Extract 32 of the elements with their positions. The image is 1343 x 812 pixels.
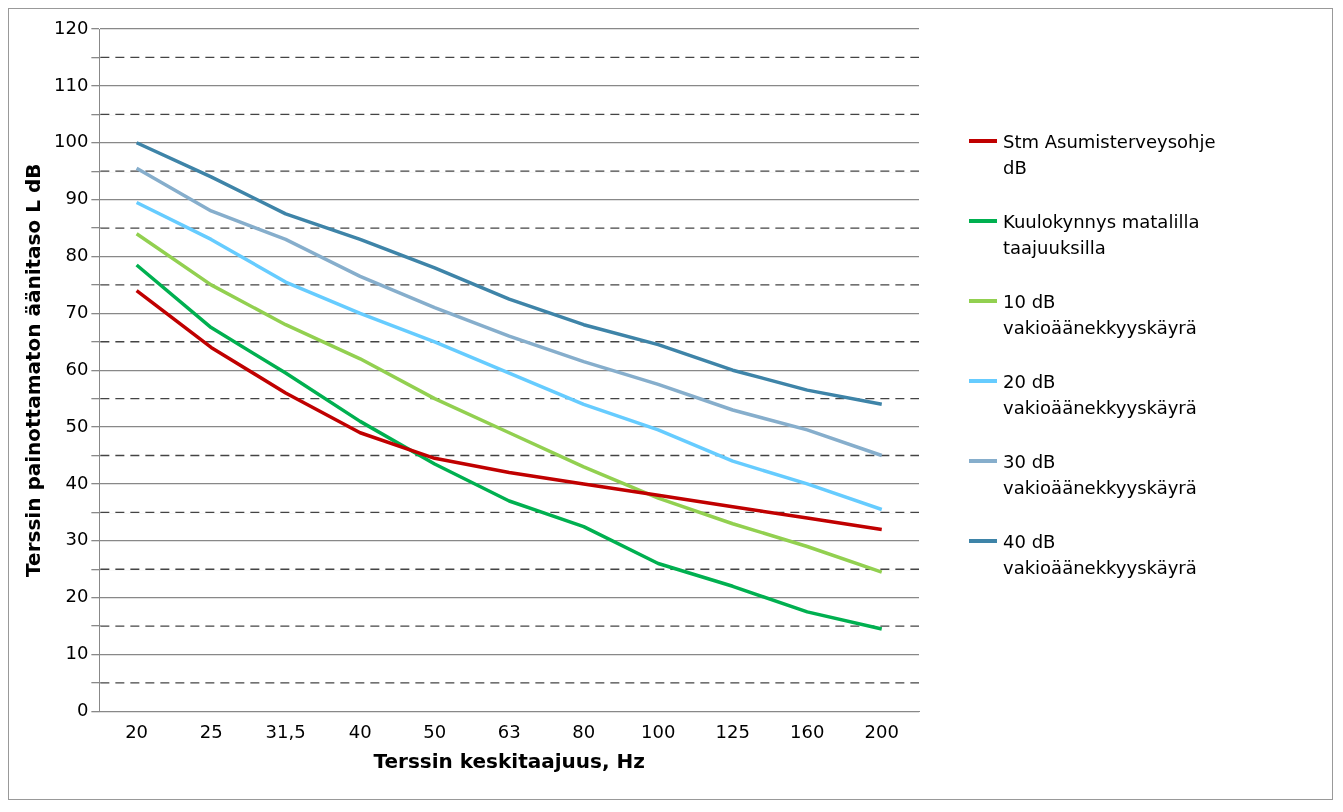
y-tick-label: 40 xyxy=(65,471,89,493)
y-tick-label: 100 xyxy=(54,130,89,152)
y-tick-label: 60 xyxy=(65,357,89,379)
x-axis-title: Terssin keskitaajuus, Hz xyxy=(373,749,645,774)
x-tick-label: 40 xyxy=(348,720,372,742)
x-tick-label: 80 xyxy=(572,720,596,742)
x-tick-label: 31,5 xyxy=(265,720,306,742)
y-tick-label: 70 xyxy=(65,301,89,323)
y-tick-label: 90 xyxy=(65,187,89,209)
legend-label: 40 dB vakioäänekkyyskäyrä xyxy=(1003,530,1198,580)
y-tick-label: 10 xyxy=(65,642,89,664)
x-tick-label: 63 xyxy=(497,720,521,742)
y-tick-label: 80 xyxy=(65,244,89,266)
y-tick-label: 0 xyxy=(76,699,89,721)
legend-label: Kuulokynnys matalilla taajuuksilla xyxy=(1003,210,1201,260)
x-tick-label: 200 xyxy=(864,720,899,742)
x-tick-label: 20 xyxy=(125,720,149,742)
y-tick-label: 50 xyxy=(65,414,89,436)
y-tick-label: 20 xyxy=(65,585,89,607)
legend-label: 30 dB vakioäänekkyyskäyrä xyxy=(1003,450,1198,500)
y-tick-label: 110 xyxy=(54,73,89,95)
y-tick-label: 120 xyxy=(54,16,89,38)
x-tick-label: 100 xyxy=(641,720,676,742)
x-tick-label: 160 xyxy=(790,720,825,742)
legend-label: Stm Asumisterveysohje dB xyxy=(1003,130,1217,180)
y-tick-label: 30 xyxy=(65,528,89,550)
legend-label: 10 dB vakioäänekkyyskäyrä xyxy=(1003,290,1198,340)
x-tick-label: 50 xyxy=(423,720,447,742)
x-tick-label: 125 xyxy=(715,720,750,742)
x-tick-label: 25 xyxy=(199,720,223,742)
y-axis-title: Terssin painottamaton äänitaso L dB xyxy=(21,163,46,577)
legend-label: 20 dB vakioäänekkyyskäyrä xyxy=(1003,370,1198,420)
